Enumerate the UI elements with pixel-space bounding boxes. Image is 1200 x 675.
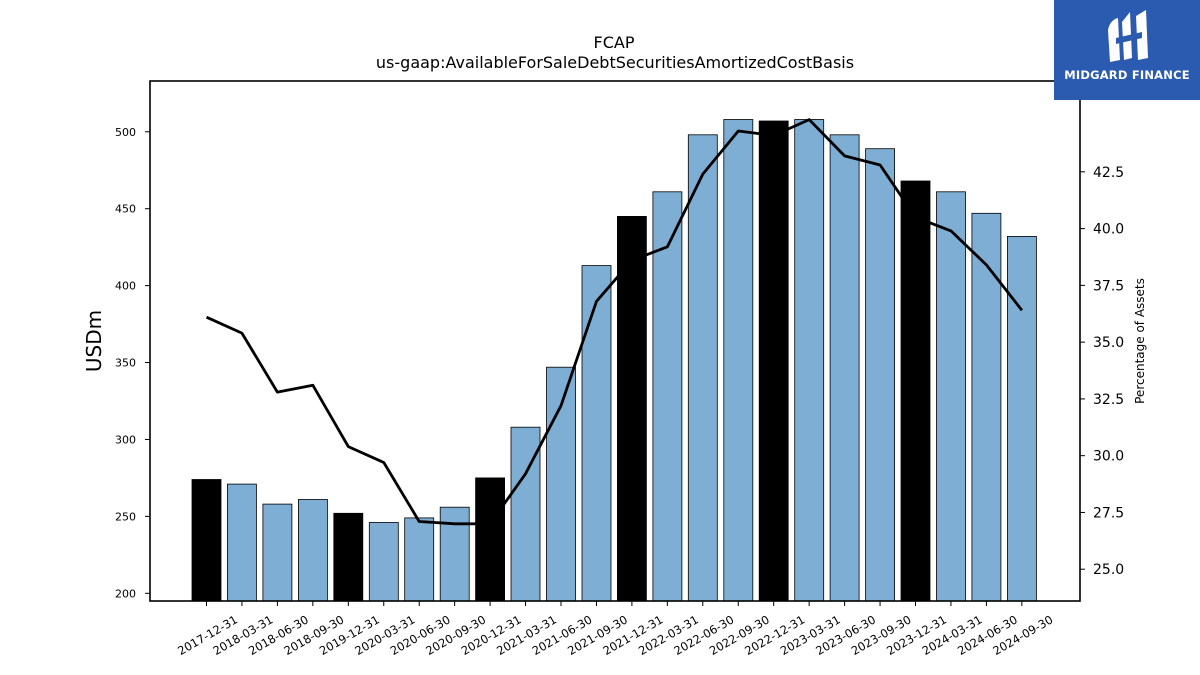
chart-subtitle: us-gaap:AvailableForSaleDebtSecuritiesAm… [376,53,854,72]
y2-tick-label: 27.5 [1093,505,1124,521]
y-tick-label: 300 [115,433,136,446]
bar [1007,236,1036,601]
bar [476,478,505,601]
bar [263,504,292,601]
bar [830,135,859,601]
y2-axis-label: Percentage of Assets [1133,278,1147,404]
y-tick-label: 500 [115,126,136,139]
y2-tick-label: 40.0 [1093,222,1124,238]
y-tick-label: 350 [115,357,136,370]
pct-assets-line [207,120,1022,524]
y-tick-label: 200 [115,587,136,600]
bar [298,500,327,602]
bar [688,135,717,601]
y2-tick-label: 25.0 [1093,562,1124,578]
bar [972,213,1001,601]
bar [334,513,363,601]
bar [192,480,221,602]
bar [440,507,469,601]
bar [937,192,966,601]
y2-tick-label: 42.5 [1093,165,1124,181]
bar [227,484,256,601]
midgard-logo-icon [1102,8,1154,66]
y2-tick-label: 32.5 [1093,392,1124,408]
brand-name: MIDGARD FINANCE [1054,68,1200,82]
bar [653,192,682,601]
y2-tick-label: 30.0 [1093,449,1124,465]
bar [405,518,434,601]
y2-tick-label: 37.5 [1093,278,1124,294]
bar [866,149,895,601]
y2-tick-label: 35.0 [1093,335,1124,351]
bar [582,266,611,601]
y-axis-label: USDm [82,310,106,372]
bar [901,181,930,601]
y-tick-label: 250 [115,510,136,523]
y-tick-label: 400 [115,280,136,293]
bar [795,120,824,602]
y-tick-label: 450 [115,203,136,216]
brand-logo: MIDGARD FINANCE [1054,0,1200,100]
chart-title: FCAP [594,33,635,52]
bar [759,121,788,601]
bar [369,523,398,602]
bar [724,120,753,602]
